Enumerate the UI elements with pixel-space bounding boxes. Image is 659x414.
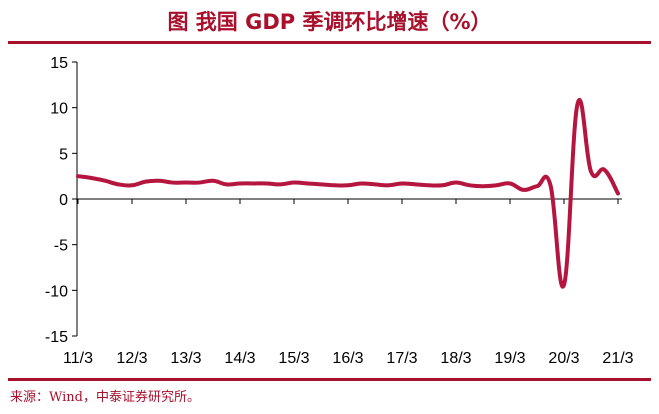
x-tick-label: 14/3 [224,350,255,367]
x-tick-label: 20/3 [548,350,579,367]
x-tick-label: 19/3 [494,350,525,367]
x-tick-label: 16/3 [332,350,363,367]
x-tick-label: 13/3 [170,350,201,367]
title-bar: 图 我国 GDP 季调环比增速（%） [8,0,651,44]
y-tick-label: 15 [50,55,68,72]
x-tick-label: 12/3 [116,350,147,367]
series-line [76,98,620,289]
source-note: 来源：Wind，中泰证券研究所。 [10,390,200,405]
x-tick-label: 21/3 [602,350,633,367]
x-tick-label: 17/3 [386,350,417,367]
y-tick-label: 10 [50,101,68,118]
x-tick-label: 18/3 [440,350,471,367]
chart-axes: 15 10 5 0 -5 -10 -15 11/3 12/3 13/3 14/3 15/3 16/3 17… [45,55,634,367]
line-chart: 15 10 5 0 -5 -10 -15 11/3 12/3 13/3 14/3 15/3 16/3 17… [45,55,634,367]
y-tick-label: 0 [59,192,68,209]
x-tick-label: 15/3 [278,350,309,367]
y-tick-label: 5 [59,146,68,163]
chart-title: 图 我国 GDP 季调环比增速（%） [167,10,492,34]
x-tick-label: 11/3 [63,350,93,367]
gdp-series [76,98,620,289]
y-tick-label: -5 [54,238,68,255]
y-tick-label: -10 [45,283,68,300]
source-divider [8,378,651,381]
y-tick-label: -15 [45,329,68,346]
